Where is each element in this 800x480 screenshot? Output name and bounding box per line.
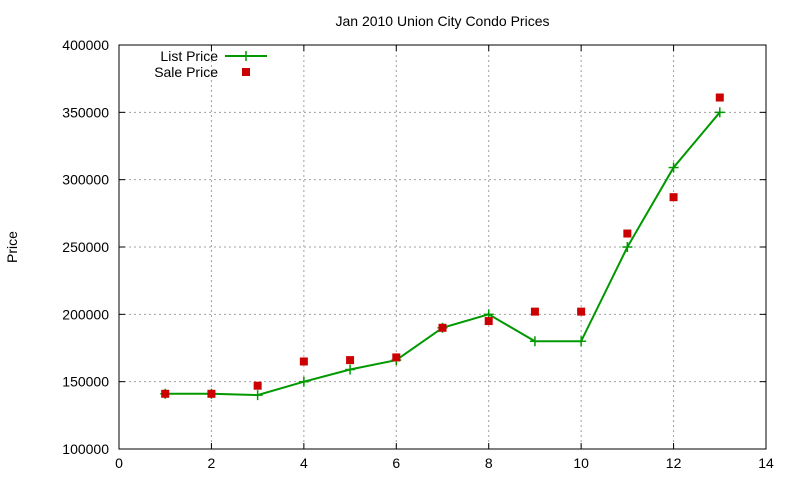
sale-price-point (623, 229, 632, 238)
x-tick-label: 12 (666, 455, 682, 471)
x-tick-label: 0 (115, 455, 123, 471)
list-price-point (345, 364, 356, 375)
legend-label: Sale Price (154, 64, 218, 80)
grid (119, 45, 766, 449)
plot-area (160, 93, 725, 401)
list-price-point (622, 242, 633, 252)
sale-price-point (715, 93, 724, 102)
list-price-point (714, 107, 725, 118)
list-price-point (668, 162, 679, 173)
legend-label: List Price (160, 48, 218, 64)
legend-entry: Sale Price (154, 64, 250, 80)
x-tick-label: 2 (208, 455, 216, 471)
sale-price-point (484, 317, 493, 326)
y-tick-label: 150000 (62, 374, 109, 390)
sale-price-point (530, 307, 539, 316)
series-list-price (160, 107, 725, 401)
x-tick-label: 6 (392, 455, 400, 471)
x-tick-label: 14 (758, 455, 774, 471)
sale-price-point (346, 356, 355, 365)
y-tick-label: 350000 (62, 104, 109, 120)
legend-plus-marker (241, 51, 251, 61)
sale-price-point (161, 389, 170, 398)
list-price-line (165, 111, 721, 397)
sale-price-point (669, 193, 678, 202)
y-tick-label: 200000 (62, 306, 109, 322)
sale-price-point (207, 389, 216, 398)
y-tick-label: 300000 (62, 172, 109, 188)
x-tick-label: 10 (573, 455, 589, 471)
list-price-point (529, 336, 540, 347)
list-price-point (576, 336, 587, 347)
list-price-point (298, 376, 309, 387)
list-price-point (252, 390, 263, 401)
y-tick-label: 250000 (62, 239, 109, 255)
y-tick-label: 400000 (62, 37, 109, 53)
sale-price-point (392, 353, 401, 362)
y-tick-label: 100000 (62, 441, 109, 457)
axis-tick-labels: 0 2 4 6 8 10 12 14 100000 150000 200000 250000 30000… (62, 37, 774, 471)
x-tick-label: 4 (300, 455, 308, 471)
axis-ticks (118, 44, 767, 450)
axis-frame (118, 44, 767, 450)
sale-price-point (253, 381, 262, 390)
series-sale-price (161, 93, 724, 398)
sale-price-point (438, 323, 447, 332)
y-axis-label: Price (4, 231, 20, 263)
sale-price-point (299, 357, 308, 366)
x-tick-label: 8 (485, 455, 493, 471)
sale-price-point (577, 307, 586, 316)
legend-entry: List Price (160, 48, 267, 64)
chart-title: Jan 2010 Union City Condo Prices (335, 13, 549, 29)
legend-square-marker (242, 68, 250, 76)
